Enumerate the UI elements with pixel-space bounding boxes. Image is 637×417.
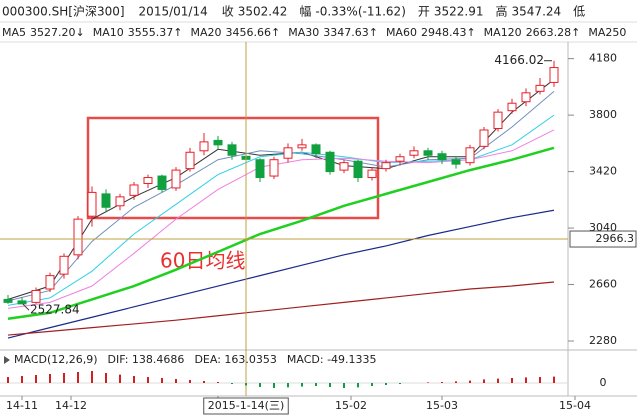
x-tick-label: 14-12 (55, 399, 87, 412)
header-text: -0.33%(-11.62) (315, 5, 406, 19)
candle-body (143, 177, 153, 184)
candle-body (129, 184, 139, 196)
low-pointer (22, 303, 30, 311)
header-text: 3522.91 (434, 5, 484, 19)
legend-label: MA10 (93, 26, 124, 39)
candle-body (101, 193, 111, 208)
candle-body (451, 159, 461, 165)
legend-label: MA30 (288, 26, 319, 39)
candle-body (31, 289, 41, 303)
ma-line (7, 281, 555, 336)
header-text: 低 (573, 5, 585, 19)
macd-label: MACD: -49.1335 (287, 353, 377, 366)
candle-body (255, 159, 265, 179)
macd-label: DIF: 138.4686 (108, 353, 185, 366)
candle-body (73, 218, 83, 256)
legend-value: 3347.63↑ (323, 26, 378, 39)
macd-tick-label: 0 (600, 376, 607, 389)
macd-label: DEA: 163.0353 (194, 353, 276, 366)
candle-body (171, 169, 181, 189)
x-tick-label: 15-04 (559, 399, 591, 412)
legend-value: 3456.66↑ (225, 26, 280, 39)
ma-line (7, 90, 555, 302)
high-label: 4166.02 (494, 53, 544, 67)
crosshair-value-box (569, 230, 637, 248)
y-tick-label: 3800 (589, 108, 617, 121)
candle-body (549, 67, 559, 83)
legend-value: 3555.37↑ (128, 26, 183, 39)
candle-body (381, 162, 391, 170)
y-tick-label: 2660 (589, 278, 617, 291)
candle-body (325, 151, 335, 173)
x-tick-label: 14-11 (6, 399, 38, 412)
candle-body (423, 150, 433, 156)
candle-body (339, 162, 349, 171)
macd-icon (4, 356, 10, 364)
y-tick-label: 2280 (589, 334, 617, 347)
low-label: 2527.84 (30, 303, 80, 317)
candle-body (199, 141, 209, 152)
candle-body (227, 144, 237, 156)
legend-label: MA60 (386, 26, 417, 39)
header-text: 幅 (299, 4, 311, 19)
candle-body (59, 255, 69, 275)
legend-value: 2948.43↑ (421, 26, 476, 39)
ma-line (7, 146, 555, 320)
candle-body (157, 175, 167, 190)
legend-value: 3527.20↓ (30, 26, 85, 39)
candle-body (185, 151, 195, 170)
ma-line (7, 129, 555, 309)
candle-body (479, 129, 489, 147)
header-text: 3502.42 (238, 5, 288, 19)
header-text: 开 (418, 5, 430, 19)
candle-body (493, 111, 503, 129)
candle-body (17, 300, 27, 305)
candle-body (395, 156, 405, 162)
candle-body (521, 92, 531, 103)
legend-value: 2663.28↑ (526, 26, 581, 39)
candle-body (87, 191, 97, 217)
candle-body (269, 159, 279, 177)
candle-body (45, 275, 55, 290)
header-text: 3547.24 (512, 5, 562, 19)
ma-line (7, 79, 555, 300)
candle-body (297, 144, 307, 149)
annotation: 60日均线 (160, 249, 245, 273)
candle-body (115, 196, 125, 207)
candle-body (535, 84, 545, 92)
y-tick-label: 3420 (589, 165, 617, 178)
crosshair-date: 2015-1-14(三) (208, 399, 285, 412)
y-tick-label: 4180 (589, 52, 617, 65)
candle-body (437, 153, 447, 161)
candle-body (3, 298, 13, 303)
legend-label: MA250 (588, 26, 626, 39)
x-tick-label: 15-02 (335, 399, 367, 412)
candle-body (283, 147, 293, 159)
candle-body (507, 102, 517, 112)
legend-label: MA5 (2, 26, 26, 39)
candle-body (213, 139, 223, 146)
x-tick-label: 15-03 (426, 399, 458, 412)
legend-label: MA120 (484, 26, 522, 39)
header-text: 000300.SH[沪深300] (2, 5, 125, 19)
candle-body (409, 150, 419, 156)
candle-body (367, 169, 377, 179)
crosshair-date-box (203, 397, 289, 415)
macd-label: MACD(12,26,9) (14, 353, 98, 366)
header-text: 2015/01/14 (139, 5, 208, 19)
legend-label: MA20 (190, 26, 221, 39)
ma-line (7, 209, 555, 339)
candle-body (311, 144, 321, 155)
candle-body (465, 147, 475, 164)
header-text: 高 (496, 4, 508, 19)
header-text: 收 (222, 5, 234, 19)
crosshair-value: 2966.3 (596, 232, 635, 245)
candle-body (353, 160, 363, 179)
